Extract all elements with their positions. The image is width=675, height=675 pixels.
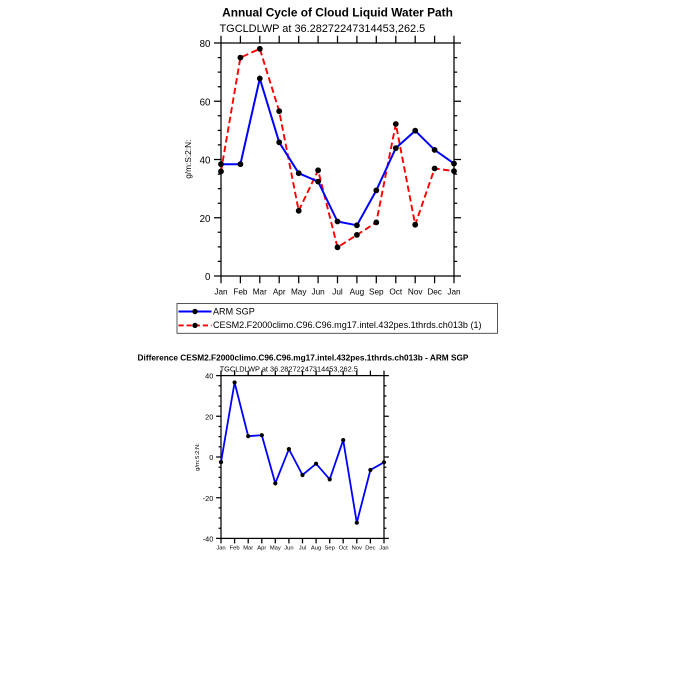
svg-text:Feb: Feb (230, 546, 240, 552)
svg-text:Feb: Feb (233, 287, 248, 296)
svg-text:60: 60 (200, 98, 211, 109)
svg-text:TGCLDLWP at 36.28272247314453,: TGCLDLWP at 36.28272247314453,262.5 (220, 364, 358, 373)
svg-text:Jul: Jul (299, 546, 306, 552)
svg-text:May: May (270, 546, 281, 552)
svg-text:Jan: Jan (447, 287, 461, 296)
svg-text:Oct: Oct (339, 546, 348, 552)
svg-text:Oct: Oct (389, 287, 402, 296)
svg-text:Aug: Aug (311, 546, 321, 552)
svg-text:20: 20 (205, 412, 213, 421)
svg-text:Nov: Nov (408, 287, 423, 296)
svg-text:Jun: Jun (311, 287, 325, 296)
svg-text:Difference CESM2.F2000climo.C9: Difference CESM2.F2000climo.C96.C96.mg17… (138, 354, 469, 363)
svg-text:Aug: Aug (350, 287, 365, 296)
svg-text:20: 20 (200, 214, 211, 225)
svg-text:Jan: Jan (216, 546, 225, 552)
svg-text:Dec: Dec (365, 546, 375, 552)
svg-text:0: 0 (209, 453, 213, 462)
svg-text:40: 40 (205, 372, 213, 381)
svg-text:0: 0 (205, 272, 211, 283)
svg-text:ARM SGP: ARM SGP (213, 306, 255, 316)
svg-text:Jul: Jul (332, 287, 343, 296)
svg-text:-40: -40 (203, 535, 214, 544)
svg-text:Jan: Jan (379, 546, 388, 552)
svg-text:Jan: Jan (214, 287, 228, 296)
svg-text:May: May (291, 287, 307, 296)
svg-text:Sep: Sep (325, 546, 335, 552)
svg-text:-20: -20 (203, 494, 214, 503)
svg-text:g/m:S:2:N:: g/m:S:2:N: (183, 140, 193, 179)
svg-text:Apr: Apr (273, 287, 286, 296)
svg-text:TGCLDLWP at 36.28272247314453,: TGCLDLWP at 36.28272247314453,262.5 (220, 23, 426, 35)
svg-text:Nov: Nov (352, 546, 362, 552)
svg-text:40: 40 (200, 156, 211, 167)
svg-text:g/m:S:2:N:: g/m:S:2:N: (195, 443, 201, 471)
svg-text:Mar: Mar (243, 546, 253, 552)
svg-text:Jun: Jun (284, 546, 293, 552)
svg-text:Sep: Sep (369, 287, 384, 296)
svg-text:Dec: Dec (427, 287, 442, 296)
svg-text:Mar: Mar (253, 287, 267, 296)
svg-text:Apr: Apr (257, 546, 266, 552)
svg-text:Annual Cycle of Cloud Liquid W: Annual Cycle of Cloud Liquid Water Path (222, 5, 453, 19)
svg-text:CESM2.F2000climo.C96.C96.mg17.: CESM2.F2000climo.C96.C96.mg17.intel.432p… (213, 320, 482, 330)
svg-text:80: 80 (200, 39, 211, 50)
